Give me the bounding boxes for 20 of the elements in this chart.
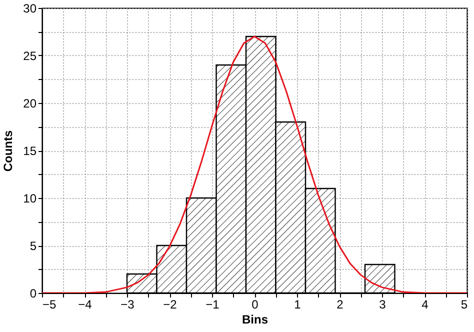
x-axis-title: Bins bbox=[242, 312, 268, 326]
y-tick-label: 20 bbox=[23, 96, 37, 110]
x-tick-label: 5 bbox=[460, 298, 468, 312]
x-tick-label: −3 bbox=[120, 298, 135, 312]
x-tick-label: 2 bbox=[336, 298, 344, 312]
y-axis-title: Counts bbox=[1, 130, 16, 172]
x-tick-label: −5 bbox=[42, 298, 57, 312]
y-tick-label: 30 bbox=[23, 2, 37, 16]
y-tick-label: 5 bbox=[30, 239, 37, 253]
y-tick-label: 25 bbox=[23, 49, 37, 63]
x-tick-label: −1 bbox=[206, 298, 220, 312]
y-tick-label: 0 bbox=[30, 286, 37, 300]
x-tick-label: 1 bbox=[294, 298, 302, 312]
x-tick-label: 0 bbox=[252, 298, 259, 312]
x-tick-label: 4 bbox=[422, 298, 429, 312]
y-tick-label: 15 bbox=[23, 144, 37, 158]
y-tick-label: 10 bbox=[23, 192, 37, 206]
x-tick-label: −4 bbox=[78, 298, 92, 312]
x-tick-label: −2 bbox=[163, 298, 178, 312]
x-tick-label: 3 bbox=[379, 298, 386, 312]
